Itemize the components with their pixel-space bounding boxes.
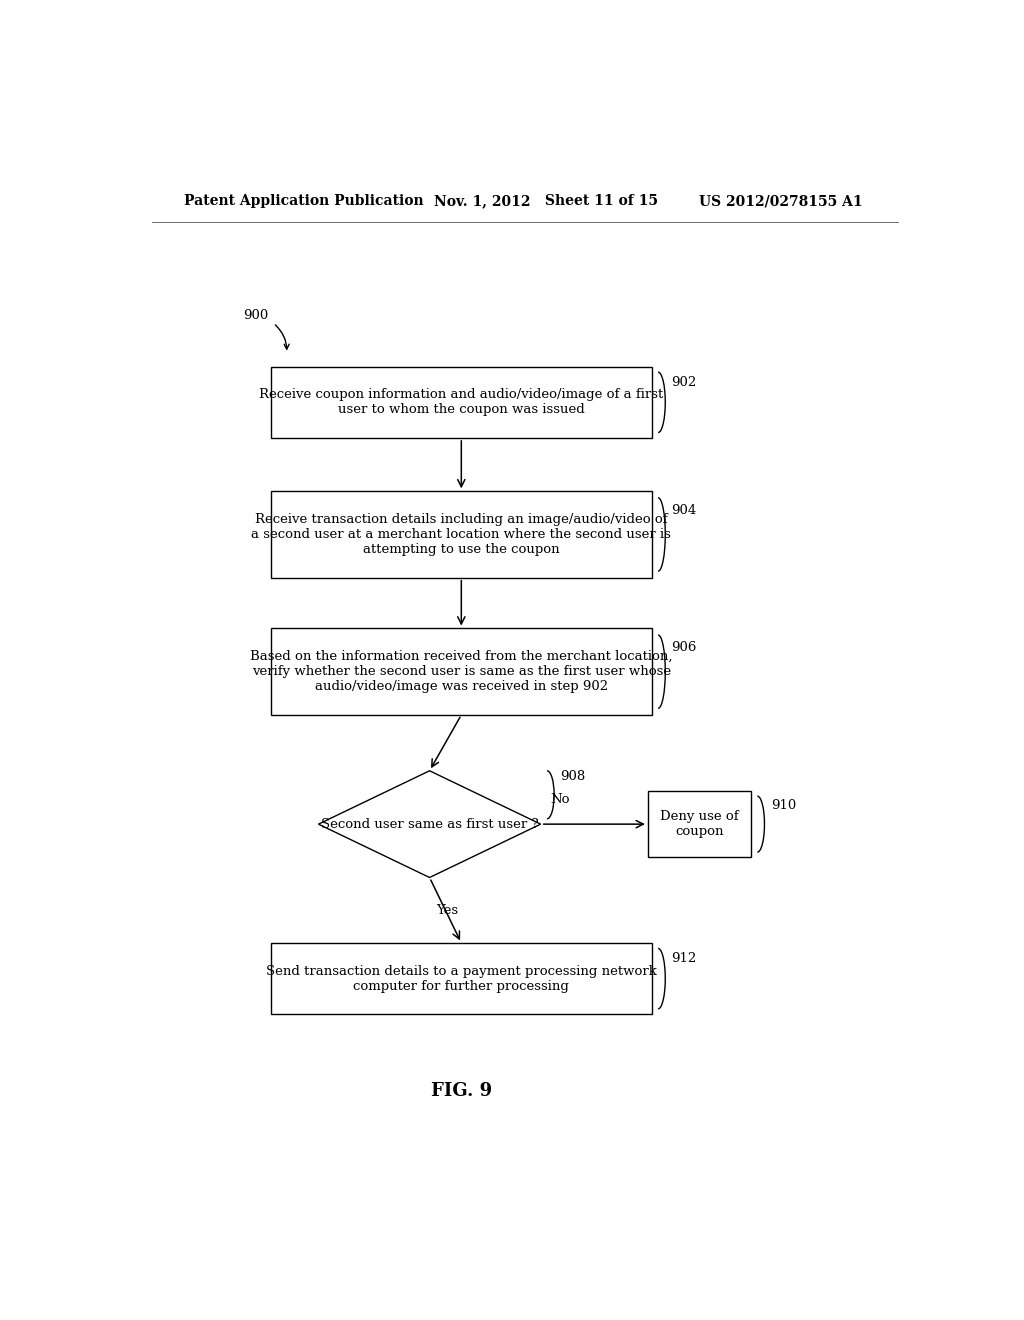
FancyBboxPatch shape [648,791,751,857]
Text: 904: 904 [672,504,697,516]
Text: US 2012/0278155 A1: US 2012/0278155 A1 [699,194,863,209]
Text: FIG. 9: FIG. 9 [431,1082,492,1101]
Text: Deny use of
coupon: Deny use of coupon [660,810,738,838]
FancyBboxPatch shape [270,367,651,438]
Polygon shape [318,771,541,878]
Text: Second user same as first user ?: Second user same as first user ? [321,817,539,830]
Text: Send transaction details to a payment processing network
computer for further pr: Send transaction details to a payment pr… [266,965,656,993]
Text: Patent Application Publication: Patent Application Publication [183,194,423,209]
Text: 912: 912 [672,952,697,965]
Text: 900: 900 [243,309,268,322]
Text: No: No [551,793,570,805]
Text: 902: 902 [672,376,697,389]
Text: Sheet 11 of 15: Sheet 11 of 15 [545,194,657,209]
FancyBboxPatch shape [270,628,651,715]
Text: Receive coupon information and audio/video/image of a first
user to whom the cou: Receive coupon information and audio/vid… [259,388,664,416]
Text: Yes: Yes [436,904,458,917]
Text: Nov. 1, 2012: Nov. 1, 2012 [433,194,530,209]
FancyBboxPatch shape [270,942,651,1014]
Text: 906: 906 [672,642,697,653]
Text: 908: 908 [560,770,586,783]
FancyBboxPatch shape [270,491,651,578]
Text: Receive transaction details including an image/audio/video of
a second user at a: Receive transaction details including an… [251,513,672,556]
Text: Based on the information received from the merchant location,
verify whether the: Based on the information received from t… [250,651,673,693]
Text: 910: 910 [771,799,796,812]
